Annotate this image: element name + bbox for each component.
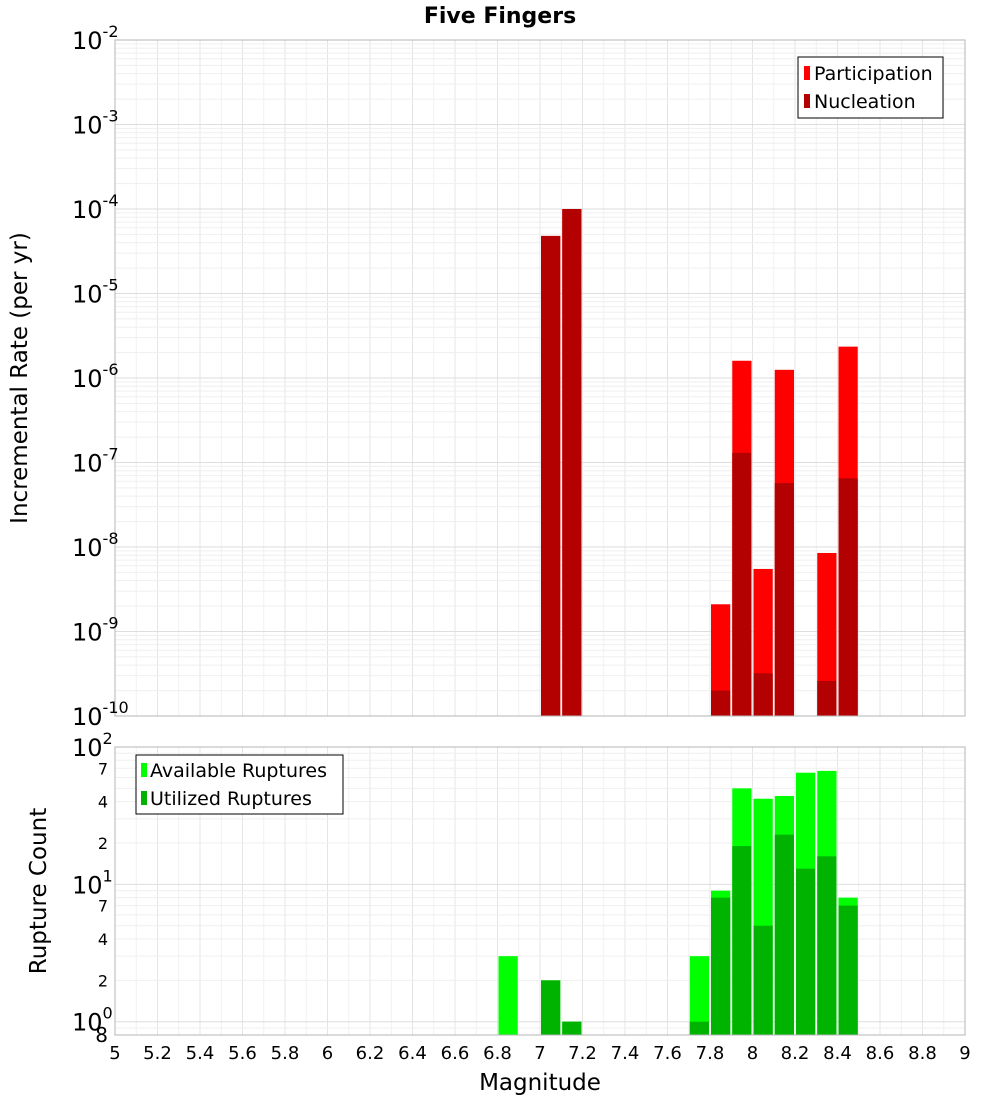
count-bar-utilized-ruptures <box>753 925 773 1035</box>
x-tick-label: 6.2 <box>356 1043 385 1064</box>
x-tick-label: 9 <box>959 1043 970 1064</box>
rate-y-tick-label: 10-3 <box>72 107 119 140</box>
x-tick-label: 6.8 <box>483 1043 512 1064</box>
count-bar-utilized-ruptures <box>796 868 816 1035</box>
legend-label-available: Available Ruptures <box>150 760 327 782</box>
count-y-tick-label: 2 <box>98 971 108 990</box>
count-y-tick-label: 2 <box>98 834 108 853</box>
rate-y-tick-label: 10-7 <box>72 445 119 478</box>
rate-bar-nucleation <box>711 690 731 716</box>
x-tick-label: 8 <box>747 1043 758 1064</box>
rate-y-tick-label: 10-5 <box>72 276 119 309</box>
rate-plot-frame <box>114 39 966 717</box>
legend-swatch-nucleation <box>804 94 810 108</box>
x-tick-label: 5.6 <box>228 1043 257 1064</box>
rate-bar-nucleation <box>753 673 773 716</box>
legend-swatch-available <box>141 763 147 777</box>
rate-bar-nucleation <box>562 209 582 716</box>
x-tick-label: 8.2 <box>781 1043 810 1064</box>
legend-label-nucleation: Nucleation <box>814 91 916 113</box>
count-y-axis-title: Rupture Count <box>26 808 52 974</box>
legend-swatch-participation <box>804 66 810 80</box>
rate-y-tick-label: 10-10 <box>72 698 129 731</box>
count-bar-utilized-ruptures <box>711 897 731 1035</box>
rate-y-tick-label: 10-4 <box>72 191 119 224</box>
x-tick-label: 8.4 <box>823 1043 852 1064</box>
count-y-tick-label: 7 <box>98 897 108 916</box>
count-plot-frame <box>114 746 966 1036</box>
rate-legend-box <box>797 56 944 119</box>
x-tick-label: 7.8 <box>696 1043 725 1064</box>
count-y-tick-label: 8 <box>95 1023 108 1047</box>
count-y-tick-label: 4 <box>98 793 108 812</box>
x-tick-label: 5.4 <box>186 1043 215 1064</box>
rate-panel: 10-10 10-9 10-8 10-7 10-6 10-5 10-4 10-3 10-2 In… <box>7 22 966 731</box>
rate-y-tick-label: 10-2 <box>72 22 119 55</box>
rate-gridlines <box>114 40 966 717</box>
count-y-tick-label: 101 <box>72 866 113 899</box>
rate-bar-nucleation <box>541 235 561 716</box>
count-bar-utilized-ruptures <box>817 856 837 1035</box>
rate-y-tick-label: 10-9 <box>72 614 119 647</box>
x-tick-labels: 5 5.2 5.4 5.6 5.8 6 6.2 6.4 6.6 6.8 7 7.2 7.4 7.6 7.8 8… <box>109 1043 970 1064</box>
count-bar-utilized-ruptures <box>689 1021 709 1035</box>
rate-y-tick-label: 10-6 <box>72 360 119 393</box>
x-tick-label: 8.8 <box>908 1043 937 1064</box>
x-tick-label: 6.6 <box>441 1043 470 1064</box>
count-y-tick-label: 102 <box>72 729 113 762</box>
x-tick-label: 5.2 <box>143 1043 172 1064</box>
x-tick-label: 7.2 <box>568 1043 597 1064</box>
legend-label-participation: Participation <box>814 63 933 85</box>
count-y-tick-label: 7 <box>98 759 108 778</box>
count-bar-available-ruptures <box>689 956 709 1035</box>
rate-y-tick-labels: 10-10 10-9 10-8 10-7 10-6 10-5 10-4 10-3 10-2 <box>72 22 129 731</box>
count-bars <box>498 770 858 1035</box>
legend-swatch-utilized <box>141 791 147 805</box>
count-legend-box <box>135 754 344 815</box>
rate-bar-nucleation <box>817 680 837 716</box>
x-tick-label: 5.8 <box>271 1043 300 1064</box>
x-tick-label: 7.6 <box>653 1043 682 1064</box>
count-bar-utilized-ruptures <box>732 846 752 1035</box>
rate-y-tick-label: 10-8 <box>72 529 119 562</box>
count-legend: Available Ruptures Utilized Ruptures <box>135 754 344 815</box>
x-tick-label: 7.4 <box>611 1043 640 1064</box>
rate-bar-nucleation <box>774 483 794 716</box>
count-bar-utilized-ruptures <box>774 834 794 1035</box>
rate-bar-nucleation <box>732 452 752 716</box>
count-bar-available-ruptures <box>498 956 518 1035</box>
rate-bars <box>541 209 858 716</box>
x-axis-title: Magnitude <box>479 1070 601 1096</box>
count-bar-utilized-ruptures <box>562 1021 582 1035</box>
x-tick-label: 6 <box>322 1043 333 1064</box>
rate-y-axis-title: Incremental Rate (per yr) <box>7 232 33 524</box>
count-bar-utilized-ruptures <box>838 905 858 1035</box>
rate-bar-participation <box>817 552 837 716</box>
legend-label-utilized: Utilized Ruptures <box>150 788 312 810</box>
count-y-tick-label: 4 <box>98 930 108 949</box>
x-tick-label: 8.6 <box>866 1043 895 1064</box>
x-tick-label: 5 <box>109 1043 120 1064</box>
x-tick-label: 7 <box>534 1043 545 1064</box>
count-bar-utilized-ruptures <box>541 980 561 1035</box>
rate-bar-participation <box>711 604 731 716</box>
x-tick-label: 6.4 <box>398 1043 427 1064</box>
count-y-tick-label: 100 <box>72 1004 113 1037</box>
rate-bar-nucleation <box>838 478 858 716</box>
chart-title: Five Fingers <box>424 4 576 29</box>
rate-legend: Participation Nucleation <box>797 56 944 119</box>
